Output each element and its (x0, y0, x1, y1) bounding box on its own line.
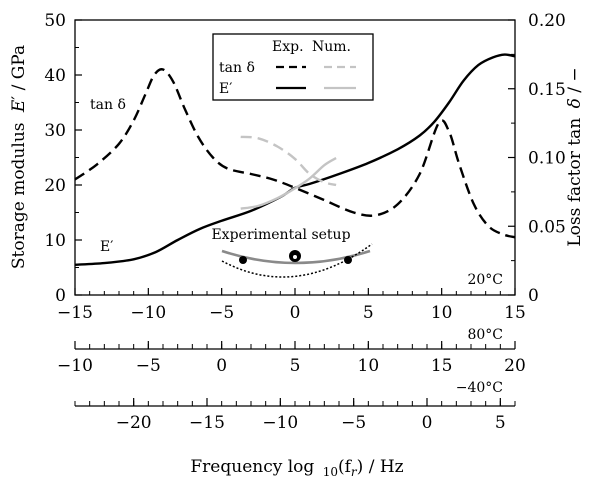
series-tan-num (240, 135, 337, 187)
x-tick-label: 0 (290, 303, 301, 323)
setup-label: Experimental setup (211, 227, 350, 243)
legend-row-e-prime: E′ (219, 81, 232, 97)
tan-delta-label: tan δ (90, 97, 126, 113)
secondary-tick-label: 5 (495, 413, 506, 433)
e-prime-label: E′ (100, 239, 113, 255)
secondary-tick-label: 0 (422, 413, 433, 433)
y-left-tick-label: 10 (44, 231, 66, 251)
secondary-tick-label: −10 (57, 356, 93, 376)
x-tick-label: −5 (209, 303, 234, 323)
legend: Exp. Num. tan δ E′ (212, 33, 374, 101)
right-y-axis-ticks: 0 0.05 0.10 0.15 0.20 (508, 11, 566, 306)
series-e-num (240, 157, 337, 210)
secondary-tick-label: 0 (216, 356, 227, 376)
x-tick-label: −15 (57, 303, 93, 323)
y-left-tick-label: 30 (44, 121, 66, 141)
setup-load-point-center (293, 255, 297, 259)
secondary-tick-label: 5 (290, 356, 301, 376)
x-axis-title: Frequency log 10(fr) / Hz (190, 457, 403, 479)
series-layer (74, 53, 516, 266)
y-right-tick-label: 0.05 (528, 217, 566, 237)
legend-row-tan-delta: tan δ (219, 60, 255, 76)
x-axis-minus40c: −20 −15 −10 −5 0 5 (74, 398, 516, 433)
y-left-tick-label: 50 (44, 11, 66, 31)
x-tick-label: 15 (504, 303, 526, 323)
legend-header-num: Num. (312, 39, 351, 55)
series-e-exp (74, 53, 516, 266)
x-axis-ticks: −15 −10 −5 0 5 10 15 (57, 288, 526, 323)
secondary-tick-label: 15 (431, 356, 453, 376)
y-right-axis-title: Loss factor tan δ / − (565, 67, 585, 246)
secondary-tick-label: −20 (116, 413, 152, 433)
x-axis-80c: −10 −5 0 5 10 15 20 (57, 341, 526, 376)
left-y-axis-ticks: 0 10 20 30 40 50 (44, 11, 82, 306)
x-tick-label: −10 (130, 303, 166, 323)
secondary-tick-label: 20 (504, 356, 526, 376)
secondary-tick-label: −5 (341, 413, 366, 433)
y-right-tick-label: 0.15 (528, 80, 566, 100)
x-axis-minus40c-label: −40°C (456, 380, 503, 396)
x-tick-label: 5 (363, 303, 374, 323)
y-left-tick-label: 40 (44, 66, 66, 86)
y-right-tick-label: 0.10 (528, 149, 566, 169)
secondary-tick-label: −5 (136, 356, 161, 376)
legend-header-exp: Exp. (272, 39, 304, 55)
setup-deflection-line (221, 243, 373, 278)
y-left-axis-title: Storage modulus E′ / GPa (9, 45, 29, 269)
secondary-tick-label: 10 (358, 356, 380, 376)
experimental-setup-sketch: Experimental setup (211, 227, 373, 278)
reference-temperature-label: 20°C (467, 272, 503, 288)
y-right-tick-label: 0 (528, 286, 539, 306)
y-left-tick-label: 20 (44, 176, 66, 196)
setup-support-left (239, 256, 247, 264)
setup-support-right (344, 256, 352, 264)
x-tick-label: 10 (431, 303, 453, 323)
y-right-tick-label: 0.20 (528, 11, 566, 31)
y-left-tick-label: 0 (55, 286, 66, 306)
x-axis-80c-label: 80°C (467, 327, 503, 343)
secondary-tick-label: −10 (262, 413, 298, 433)
secondary-tick-label: −15 (189, 413, 225, 433)
series-tan-exp (74, 68, 516, 239)
